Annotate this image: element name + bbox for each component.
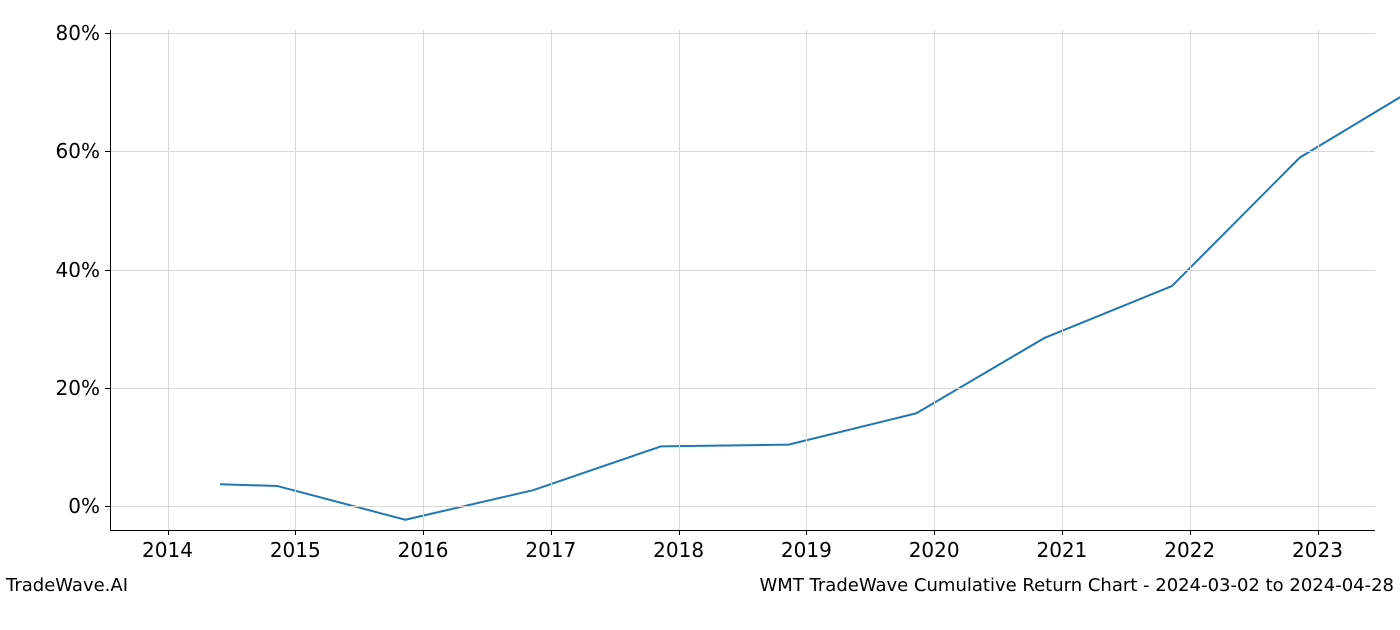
x-tick	[551, 530, 552, 535]
x-tick-label: 2014	[142, 538, 193, 562]
y-tick-label: 0%	[68, 494, 100, 518]
x-tick	[1062, 530, 1063, 535]
y-axis-spine	[110, 30, 111, 530]
y-grid-line	[110, 33, 1375, 34]
y-tick	[105, 388, 110, 389]
x-tick	[806, 530, 807, 535]
x-tick-label: 2020	[909, 538, 960, 562]
y-grid-line	[110, 270, 1375, 271]
x-tick	[423, 530, 424, 535]
x-tick	[168, 530, 169, 535]
x-tick	[679, 530, 680, 535]
y-tick	[105, 506, 110, 507]
x-tick-label: 2015	[270, 538, 321, 562]
x-grid-line	[1190, 30, 1191, 530]
footer-right-label: WMT TradeWave Cumulative Return Chart - …	[760, 575, 1395, 596]
y-tick-label: 40%	[56, 258, 100, 282]
x-grid-line	[1318, 30, 1319, 530]
footer-left-label: TradeWave.AI	[6, 575, 128, 596]
y-grid-line	[110, 506, 1375, 507]
chart-container: TradeWave.AI WMT TradeWave Cumulative Re…	[0, 0, 1400, 600]
y-grid-line	[110, 388, 1375, 389]
x-tick	[1190, 530, 1191, 535]
y-tick	[105, 151, 110, 152]
x-tick-label: 2016	[398, 538, 449, 562]
y-tick-label: 20%	[56, 376, 100, 400]
x-grid-line	[1062, 30, 1063, 530]
y-tick	[105, 33, 110, 34]
y-tick	[105, 270, 110, 271]
x-grid-line	[168, 30, 169, 530]
x-grid-line	[551, 30, 552, 530]
x-tick-label: 2021	[1036, 538, 1087, 562]
x-grid-line	[423, 30, 424, 530]
x-tick-label: 2022	[1164, 538, 1215, 562]
y-tick-label: 80%	[56, 21, 100, 45]
x-tick	[934, 530, 935, 535]
x-grid-line	[934, 30, 935, 530]
y-tick-label: 60%	[56, 139, 100, 163]
x-grid-line	[679, 30, 680, 530]
x-grid-line	[295, 30, 296, 530]
x-tick-label: 2018	[653, 538, 704, 562]
x-axis-spine	[110, 530, 1375, 531]
x-tick	[295, 530, 296, 535]
x-tick-label: 2017	[525, 538, 576, 562]
plot-area	[110, 30, 1375, 530]
x-grid-line	[806, 30, 807, 530]
x-tick-label: 2023	[1292, 538, 1343, 562]
series-cumulative-return	[220, 81, 1400, 520]
x-tick	[1318, 530, 1319, 535]
y-grid-line	[110, 151, 1375, 152]
x-tick-label: 2019	[781, 538, 832, 562]
